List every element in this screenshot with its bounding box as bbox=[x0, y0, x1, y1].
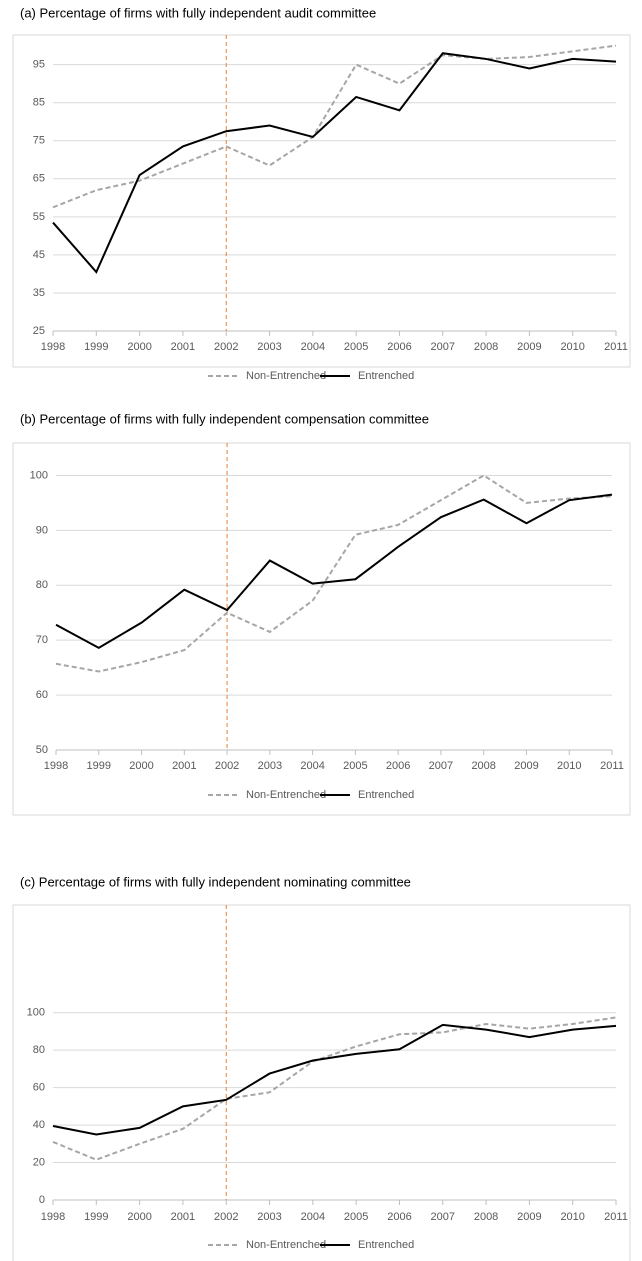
y-tick-label: 65 bbox=[33, 173, 45, 185]
x-tick-label: 2005 bbox=[344, 1211, 368, 1223]
x-tick-label: 2010 bbox=[560, 1211, 584, 1223]
series-line bbox=[52, 44, 617, 209]
x-tick-label: 2007 bbox=[431, 341, 455, 353]
y-tick-label: 60 bbox=[36, 689, 48, 701]
series-line bbox=[55, 474, 613, 673]
x-tick-label: 2003 bbox=[257, 1211, 281, 1223]
x-tick-label: 1998 bbox=[41, 341, 65, 353]
legend-label: Entrenched bbox=[358, 789, 414, 801]
y-tick-label: 95 bbox=[33, 59, 45, 71]
chart-frame bbox=[12, 904, 631, 1261]
y-tick-label: 100 bbox=[27, 1007, 45, 1019]
chart-frame bbox=[12, 442, 631, 816]
x-tick-label: 2000 bbox=[127, 1211, 151, 1223]
y-tick-label: 35 bbox=[33, 287, 45, 299]
y-tick-label: 85 bbox=[33, 97, 45, 109]
y-tick-label: 55 bbox=[33, 211, 45, 223]
x-tick-label: 2008 bbox=[474, 341, 498, 353]
y-tick-label: 80 bbox=[33, 1044, 45, 1056]
x-tick-label: 2006 bbox=[387, 1211, 411, 1223]
x-tick-label: 2006 bbox=[387, 341, 411, 353]
x-tick-label: 1998 bbox=[44, 760, 68, 772]
legend-label: Non-Entrenched bbox=[246, 370, 326, 382]
y-tick-label: 100 bbox=[30, 469, 48, 481]
x-tick-label: 2001 bbox=[171, 341, 195, 353]
chart-title: (b) Percentage of firms with fully indep… bbox=[20, 411, 429, 426]
x-tick-label: 2002 bbox=[215, 760, 239, 772]
y-tick-label: 40 bbox=[33, 1119, 45, 1131]
legend-label: Non-Entrenched bbox=[246, 789, 326, 801]
x-tick-label: 2002 bbox=[214, 341, 238, 353]
x-tick-label: 2001 bbox=[172, 760, 196, 772]
series-line bbox=[55, 493, 613, 650]
x-tick-label: 2001 bbox=[171, 1211, 195, 1223]
series-line bbox=[52, 1016, 617, 1161]
x-tick-label: 1998 bbox=[41, 1211, 65, 1223]
x-tick-label: 2007 bbox=[429, 760, 453, 772]
x-tick-label: 2004 bbox=[301, 341, 325, 353]
series-line bbox=[52, 52, 617, 274]
x-tick-label: 2005 bbox=[343, 760, 367, 772]
y-tick-label: 70 bbox=[36, 634, 48, 646]
y-tick-label: 80 bbox=[36, 579, 48, 591]
y-tick-label: 25 bbox=[33, 325, 45, 337]
x-tick-label: 2009 bbox=[517, 1211, 541, 1223]
legend-label: Entrenched bbox=[358, 1239, 414, 1251]
y-tick-label: 0 bbox=[39, 1194, 45, 1206]
x-tick-label: 2003 bbox=[257, 341, 281, 353]
y-tick-label: 75 bbox=[33, 135, 45, 147]
x-tick-label: 2002 bbox=[214, 1211, 238, 1223]
x-tick-label: 2010 bbox=[560, 341, 584, 353]
x-tick-label: 2008 bbox=[471, 760, 495, 772]
y-tick-label: 90 bbox=[36, 524, 48, 536]
y-tick-label: 45 bbox=[33, 249, 45, 261]
series-line bbox=[52, 1023, 617, 1136]
chart-title: (c) Percentage of firms with fully indep… bbox=[20, 874, 411, 889]
y-tick-label: 20 bbox=[33, 1156, 45, 1168]
x-tick-label: 2003 bbox=[258, 760, 282, 772]
x-tick-label: 2011 bbox=[604, 341, 628, 353]
x-tick-label: 2007 bbox=[431, 1211, 455, 1223]
x-tick-label: 2009 bbox=[514, 760, 538, 772]
x-tick-label: 2000 bbox=[127, 341, 151, 353]
x-tick-label: 2011 bbox=[604, 1211, 628, 1223]
x-tick-label: 1999 bbox=[84, 1211, 108, 1223]
x-tick-label: 1999 bbox=[84, 341, 108, 353]
x-tick-label: 1999 bbox=[87, 760, 111, 772]
x-tick-label: 2000 bbox=[129, 760, 153, 772]
x-tick-label: 2010 bbox=[557, 760, 581, 772]
y-tick-label: 60 bbox=[33, 1082, 45, 1094]
x-tick-label: 2009 bbox=[517, 341, 541, 353]
x-tick-label: 2004 bbox=[300, 760, 324, 772]
x-tick-label: 2006 bbox=[386, 760, 410, 772]
legend-label: Entrenched bbox=[358, 370, 414, 382]
chart-title: (a) Percentage of firms with fully indep… bbox=[20, 5, 376, 20]
x-tick-label: 2004 bbox=[301, 1211, 325, 1223]
legend-label: Non-Entrenched bbox=[246, 1239, 326, 1251]
y-tick-label: 50 bbox=[36, 744, 48, 756]
x-tick-label: 2011 bbox=[600, 760, 624, 772]
x-tick-label: 2005 bbox=[344, 341, 368, 353]
chart-frame bbox=[12, 34, 631, 368]
x-tick-label: 2008 bbox=[474, 1211, 498, 1223]
